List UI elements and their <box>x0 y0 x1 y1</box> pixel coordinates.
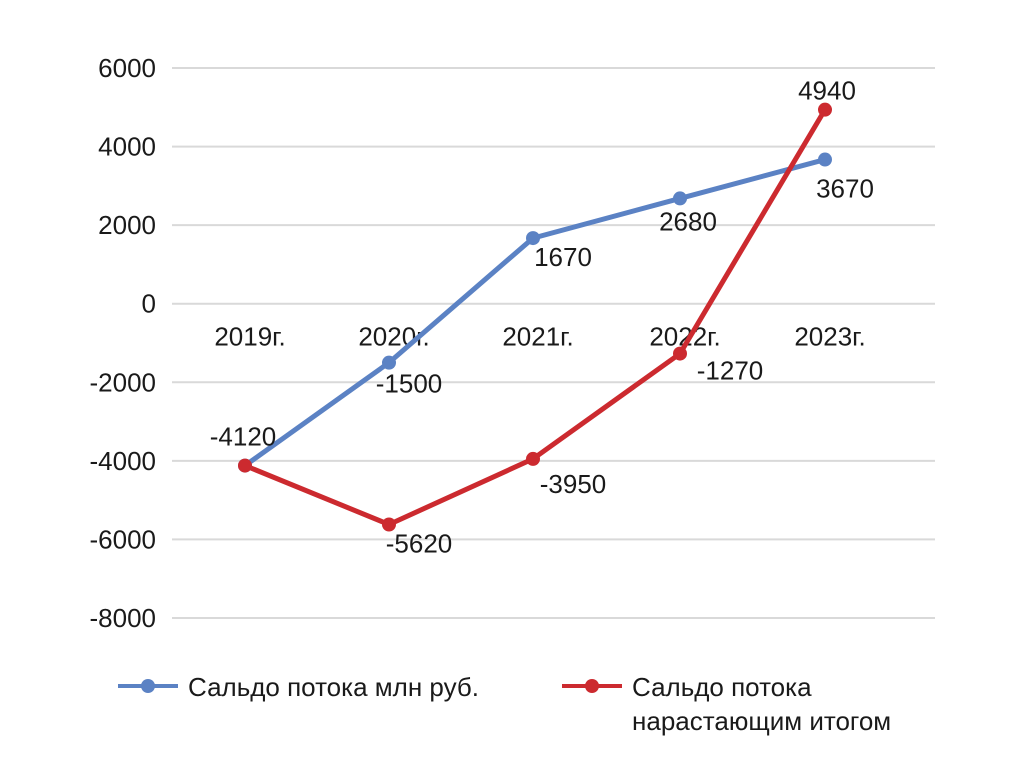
line-chart: 6000 4000 2000 0 -2000 -4000 -6000 -8000 2019г.… <box>90 53 935 633</box>
y-axis-tick-labels: 6000 4000 2000 0 -2000 -4000 -6000 -8000 <box>90 53 157 633</box>
series-2-point-2 <box>526 451 540 466</box>
x-tick-label-2: 2021г. <box>502 322 573 352</box>
legend-dot-series-2 <box>585 679 599 693</box>
series-points <box>238 102 832 532</box>
series-1-point-2 <box>526 231 540 246</box>
y-tick-label-6: -6000 <box>90 524 157 554</box>
data-label-series-2-3: -1270 <box>697 356 764 386</box>
legend-marker-series-1 <box>118 670 178 700</box>
data-label-series-1-1: -1500 <box>376 369 443 399</box>
legend-dot-series-1 <box>141 679 155 693</box>
legend: Сальдо потока млн руб. Сальдо потока нар… <box>0 660 1014 760</box>
series-1-line <box>242 157 828 469</box>
y-tick-label-7: -8000 <box>90 603 157 633</box>
y-tick-label-3: 0 <box>142 289 156 319</box>
y-tick-label-4: -2000 <box>90 367 157 397</box>
x-axis-tick-labels: 2019г. 2020г. 2021г. 2022г. 2023г. <box>214 322 865 352</box>
series-1-point-3 <box>673 191 687 206</box>
series-2-point-0 <box>238 458 252 473</box>
data-labels: -4120 -1500 1670 2680 3670 -5620 -3950 -1270 494… <box>210 76 874 559</box>
y-tick-label-0: 6000 <box>98 53 156 83</box>
legend-label-series-1: Сальдо потока млн руб. <box>188 672 479 702</box>
data-label-series-2-4: 4940 <box>798 76 856 106</box>
series-1-point-4 <box>818 152 832 167</box>
data-label-series-1-4: 3670 <box>816 174 874 204</box>
data-label-series-1-3: 2680 <box>659 206 717 236</box>
legend-item-series-2: Сальдо потока нарастающим итогом <box>562 670 891 738</box>
y-tick-label-5: -4000 <box>90 446 157 476</box>
data-label-series-2-2: -3950 <box>540 469 607 499</box>
series-2-point-3 <box>673 346 687 361</box>
x-tick-label-4: 2023г. <box>794 322 865 352</box>
gridlines <box>172 67 935 619</box>
series-2-point-4 <box>818 102 832 117</box>
series-1-point-1 <box>382 355 396 370</box>
legend-item-series-1: Сальдо потока млн руб. <box>118 670 479 704</box>
series-2-point-1 <box>382 517 396 532</box>
legend-label-series-2: Сальдо потока нарастающим итогом <box>632 672 892 736</box>
y-tick-label-1: 4000 <box>98 132 156 162</box>
data-label-series-1-2: 1670 <box>534 242 592 272</box>
data-label-series-1-0: -4120 <box>210 422 277 452</box>
data-label-series-2-1: -5620 <box>386 529 453 559</box>
x-tick-label-0: 2019г. <box>214 322 285 352</box>
y-tick-label-2: 2000 <box>98 210 156 240</box>
legend-marker-series-2 <box>562 670 622 700</box>
